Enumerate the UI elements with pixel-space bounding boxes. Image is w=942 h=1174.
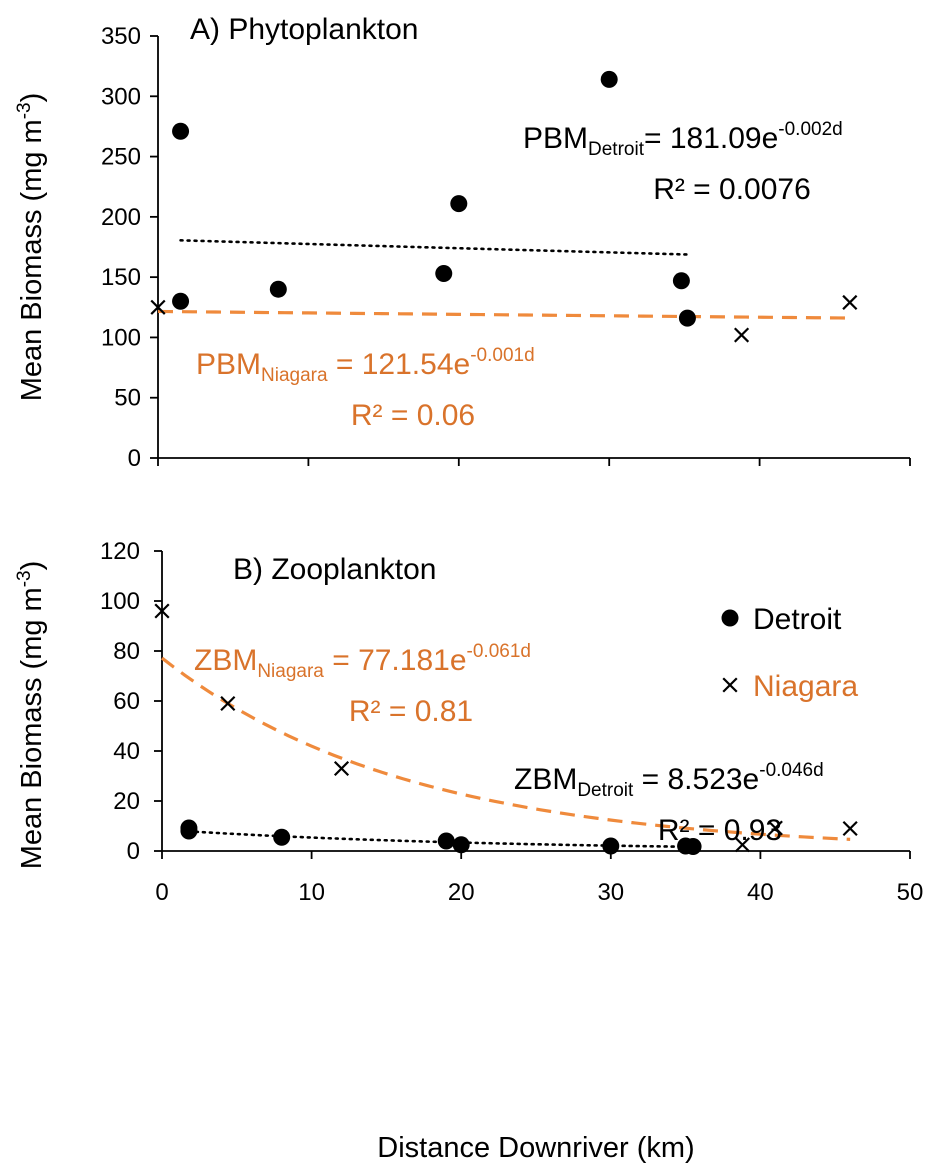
phyto-niagara-r2: R² = 0.06 [351,399,475,432]
phyto-panel-title: A) Phytoplankton [190,13,418,46]
zoo-niagara-point [767,820,783,836]
zoo-detroit-equation-subscript: Detroit [577,780,634,801]
zoo-niagara-point-stroke-b [842,820,858,837]
phyto-detroit-point [600,70,618,88]
zoo-detroit-point [273,828,291,846]
phyto-niagara-point-stroke-b [733,327,750,343]
zoo-niagara-point [842,820,858,837]
zoo-y-tick-label: 40 [113,738,140,765]
zoo-x-tick-label: 50 [897,879,924,906]
zoo-y-axis-title-main: Mean Biomass (mg m [16,587,48,869]
phyto-detroit-point [435,265,453,283]
zoo-niagara-point-stroke-b [734,837,751,853]
phyto-detroit-equation-subscript: Detroit [588,139,645,160]
legend-detroit-label: Detroit [753,603,842,636]
zoo-niagara-point-stroke-b [767,820,783,836]
phyto-detroit-point [172,122,190,140]
zoo-detroit-r2: R² = 0.93 [658,814,782,847]
legend-detroit-marker [721,609,739,627]
zoo-niagara-equation: ZBMNiagara = 77.181e-0.061d [194,641,531,682]
zoo-detroit-point [684,838,702,855]
phyto-niagara-point-stroke-b [842,294,858,311]
phyto-niagara-point [733,327,750,343]
phyto-y-tick-label: 0 [128,445,141,472]
phyto-detroit-equation-exponent: -0.002d [778,119,842,140]
phyto-y-axis-title-close: ) [16,93,48,103]
zoo-detroit-point [602,837,620,855]
zoo-detroit-point [437,832,455,850]
phyto-y-tick-label: 200 [101,204,141,231]
phyto-detroit-equation-body: = 181.09e [644,122,778,155]
zoo-detroit-equation: ZBMDetroit = 8.523e-0.046d [514,760,824,801]
phyto-y-tick-label: 250 [101,144,141,171]
phyto-niagara-equation: PBMNiagara = 121.54e-0.001d [196,345,535,386]
zoo-niagara-trendline [161,656,851,841]
zoo-y-tick-label: 0 [127,838,140,865]
zoo-x-tick-label: 30 [597,879,624,906]
phyto-detroit-point [672,272,690,290]
zoo-y-axis-title: Mean Biomass (mg m-3) [14,561,48,870]
legend-niagara-label: Niagara [753,670,858,703]
phyto-y-tick-label: 50 [114,385,141,412]
zoo-x-tick-label: 0 [155,879,168,906]
zoo-detroit-point [452,836,470,854]
phyto-niagara-point [842,294,858,311]
zoo-niagara-point [734,837,751,853]
phyto-detroit-point [450,195,468,213]
phyto-detroit-equation: PBMDetroit= 181.09e-0.002d [523,119,843,160]
phyto-y-tick-label: 350 [101,23,141,50]
phyto-niagara-equation-lhs: PBM [196,348,261,381]
zoo-niagara-point [333,760,350,777]
phyto-niagara-point [150,299,166,315]
phyto-niagara-equation-exponent: -0.001d [470,345,534,366]
zoo-y-axis-title-close: ) [16,561,48,571]
phyto-detroit-trendline [179,239,689,256]
zoo-niagara-point-stroke-b [220,695,236,712]
zoo-niagara-equation-exponent: -0.061d [467,641,531,662]
zoo-panel-title: B) Zooplankton [233,553,436,586]
zoo-niagara-r2: R² = 0.81 [349,695,473,728]
zoo-niagara-point [154,603,170,619]
phyto-niagara-equation-subscript: Niagara [261,365,328,386]
phyto-detroit-r2: R² = 0.0076 [653,173,811,206]
zoo-y-axis-title-sup: -3 [14,570,35,587]
phyto-niagara-trendline [157,309,850,320]
legend-niagara-marker [722,677,738,693]
zoo-niagara-equation-lhs: ZBM [194,644,257,677]
zoo-x-tick-label: 20 [448,879,475,906]
phyto-detroit-point [269,280,287,298]
zoo-detroit-point [180,822,198,840]
phyto-y-tick-label: 150 [101,264,141,291]
zoo-detroit-equation-exponent: -0.046d [759,760,823,781]
x-axis-title: Distance Downriver (km) [377,1132,694,1164]
zoo-y-tick-label: 120 [100,538,140,565]
zoo-niagara-point-stroke-b [154,603,170,619]
zoo-x-tick-label: 10 [298,879,325,906]
phyto-niagara-equation-body: = 121.54e [328,348,471,381]
zoo-niagara-point [220,695,236,712]
zoo-y-tick-label: 20 [113,788,140,815]
phyto-y-axis-title-sup: -3 [14,102,35,119]
phyto-y-tick-label: 300 [101,83,141,110]
zoo-x-tick-label: 40 [747,879,774,906]
zoo-niagara-equation-subscript: Niagara [257,661,324,682]
zoo-niagara-point-stroke-b [333,760,350,777]
zoo-detroit-equation-body: = 8.523e [633,763,759,796]
phyto-niagara-point-stroke-b [150,299,166,315]
phyto-detroit-point [172,292,190,310]
legend-niagara-marker-stroke-b [722,677,738,693]
zoo-y-tick-label: 60 [113,688,140,715]
phyto-y-axis-title: Mean Biomass (mg m-3) [14,93,48,402]
phyto-y-axis-title-main: Mean Biomass (mg m [16,119,48,401]
zoo-detroit-equation-lhs: ZBM [514,763,577,796]
zoo-niagara-equation-body: = 77.181e [324,644,467,677]
zoo-y-tick-label: 100 [100,588,140,615]
phyto-detroit-point [678,309,696,327]
phyto-detroit-equation-lhs: PBM [523,122,588,155]
phyto-y-tick-label: 100 [101,324,141,351]
zoo-y-tick-label: 80 [113,638,140,665]
